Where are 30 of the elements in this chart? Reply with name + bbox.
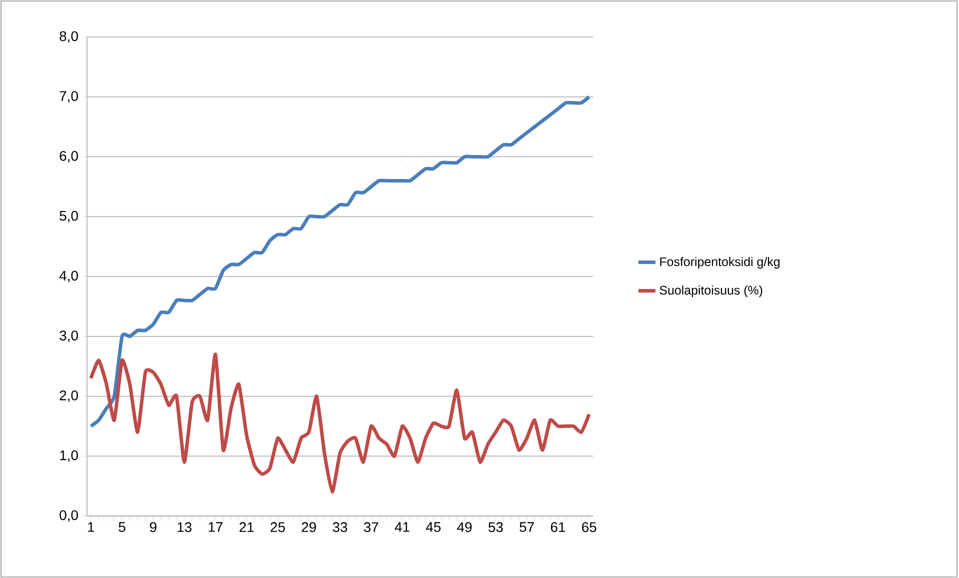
x-tick-label: 65	[582, 522, 596, 532]
x-tick-label: 53	[488, 522, 503, 532]
x-tick-label: 21	[240, 522, 254, 532]
x-tick-label: 45	[426, 522, 441, 532]
y-tick-label: 1,0	[60, 450, 78, 462]
y-tick-label: 3,0	[60, 330, 78, 342]
line-series	[89, 95, 591, 428]
x-tick-label: 17	[208, 522, 223, 532]
legend-label: Suolapitoisuus (%)	[660, 285, 762, 298]
x-tick-label: 9	[150, 522, 156, 532]
x-tick-label: 5	[118, 522, 126, 532]
y-tick-label: 4,0	[59, 270, 78, 282]
x-tick-label: 25	[270, 522, 285, 532]
x-tick-label: 57	[520, 522, 534, 532]
x-tick-label: 29	[302, 522, 316, 532]
y-tick-label: 8,0	[60, 31, 78, 43]
y-tick-label: 0,0	[60, 510, 78, 522]
x-tick-label: 13	[178, 522, 192, 532]
y-tick-label: 5,0	[60, 210, 78, 222]
x-tick-label: 41	[394, 522, 410, 532]
x-tick-label: 49	[457, 522, 472, 532]
x-tick-label: 37	[364, 522, 378, 532]
legend-label: Fosforipentoksidi g/kg	[660, 256, 780, 269]
y-tick-label: 2,0	[60, 390, 78, 402]
x-tick-label: 33	[332, 522, 348, 532]
x-tick-label: 1	[88, 522, 94, 532]
x-tick-label: 61	[550, 522, 566, 532]
y-tick-label: 7,0	[60, 91, 78, 103]
y-tick-label: 6,0	[60, 150, 78, 162]
line-series	[89, 352, 591, 494]
